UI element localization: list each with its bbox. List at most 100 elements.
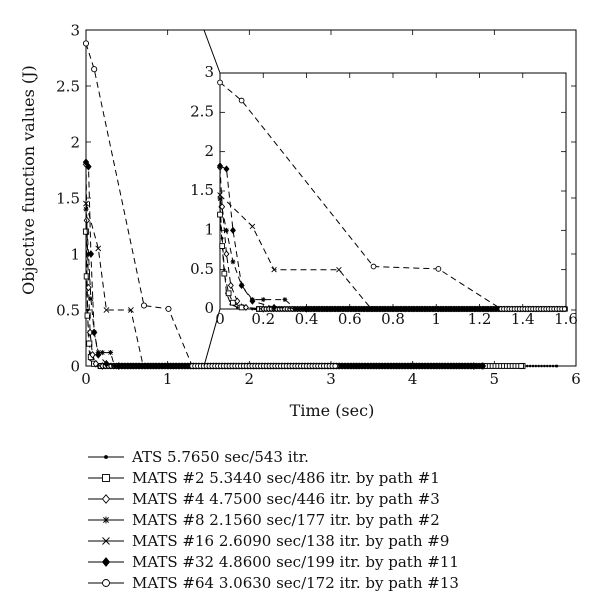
chart-figure: 0 1 2 3 4 5 6 0 0.5 1 1.5 2 2.5 3 0 0.2 0.4 0.6 0.8 1 1.2 1.… (19, 21, 581, 420)
series-marker (112, 363, 117, 369)
x-tick-label: 2 (245, 370, 255, 388)
series-marker (528, 364, 532, 368)
series-marker (223, 165, 230, 173)
series-marker (225, 290, 232, 297)
legend-symbol (102, 536, 110, 545)
chart-legend: ATS 5.7650 sec/543 itr. MATS #2 5.3440 s… (86, 446, 566, 593)
x-tick-label: 0 (81, 370, 91, 388)
series-marker (217, 211, 223, 218)
x-axis-label: Time (sec) (290, 401, 375, 420)
series-marker (217, 162, 223, 170)
legend-label: MATS #8 2.1560 sec/177 itr. by path #2 (132, 510, 440, 529)
x-tick-label: 0.6 (338, 310, 362, 328)
x-tick-label: 1.4 (511, 310, 535, 328)
series-marker (235, 306, 239, 309)
series-marker (223, 250, 230, 258)
x-tick-label: 4 (408, 370, 418, 388)
legend-label: MATS #16 2.6090 sec/138 itr. by path #9 (132, 531, 450, 550)
series-marker (435, 266, 442, 272)
y-tick-label: 0.5 (190, 260, 214, 278)
series-marker (221, 270, 228, 277)
legend-symbol (101, 556, 111, 567)
legend-marker-square (88, 473, 124, 482)
y-tick-label: 3 (204, 63, 214, 81)
series-marker (140, 302, 148, 309)
legend-marker-cross (88, 536, 124, 545)
y-tick-label: 1.5 (190, 181, 214, 199)
series-marker (89, 350, 96, 359)
series-marker (84, 312, 91, 319)
legend-symbol (101, 493, 111, 504)
series-marker (85, 162, 92, 171)
series-marker (99, 349, 105, 356)
series-marker (229, 226, 236, 234)
y-tick-label: 1 (204, 221, 214, 239)
x-tick-label: 6 (571, 370, 581, 388)
series-line (219, 165, 566, 310)
series-marker (165, 305, 172, 312)
series-marker (219, 243, 226, 249)
series-line (85, 231, 523, 367)
legend-item: MATS #8 2.1560 sec/177 itr. by path #2 (86, 509, 566, 530)
zoom-connector-line (203, 29, 221, 74)
series-marker (561, 306, 568, 312)
x-tick-label: 0 (215, 310, 225, 328)
legend-marker-circle (88, 578, 124, 587)
series-marker (238, 97, 245, 104)
series-marker (551, 364, 555, 368)
x-tick-label: 1 (163, 370, 173, 388)
x-tick-label: 1 (431, 310, 441, 328)
series-marker (227, 281, 234, 289)
y-tick-label: 1 (70, 245, 80, 263)
series-marker (238, 281, 245, 289)
series-marker (217, 196, 223, 202)
series-marker (85, 283, 92, 292)
series-marker (230, 299, 236, 306)
series-line (219, 206, 566, 310)
legend-symbol (102, 516, 110, 523)
series-marker (95, 245, 102, 252)
series-marker (271, 303, 278, 312)
y-tick-label: 1.5 (56, 189, 80, 207)
y-tick-label: 2.5 (56, 77, 80, 95)
y-tick-label: 2 (204, 142, 214, 160)
series-marker (83, 273, 90, 280)
series-marker (242, 303, 249, 312)
legend-marker-filled-diamond (88, 556, 124, 567)
series-marker (224, 227, 229, 233)
series-marker (87, 250, 95, 258)
series-marker (91, 66, 98, 73)
legend-label: ATS 5.7650 sec/543 itr. (132, 447, 309, 466)
series-marker (234, 297, 241, 305)
legend-label: MATS #4 4.7500 sec/446 itr. by path #3 (132, 489, 440, 508)
series-marker (478, 362, 485, 370)
inset-plot: 0 0.2 0.4 0.6 0.8 1 1.2 1.4 1.6 0 0.5 1 1.5 2 2.5 3 (190, 29, 578, 367)
series-marker (83, 206, 89, 212)
y-tick-label: 2 (70, 133, 80, 151)
legend-item: MATS #16 2.6090 sec/138 itr. by path #9 (86, 530, 566, 551)
series-marker (92, 359, 99, 368)
legend-symbol (102, 578, 110, 587)
x-tick-label: 1.2 (468, 310, 492, 328)
series-line (85, 203, 300, 367)
series-marker (103, 307, 110, 313)
series-marker (88, 296, 94, 302)
series-marker (230, 259, 236, 265)
series-marker (249, 297, 256, 305)
legend-label: MATS #32 4.8600 sec/199 itr. by path #11 (132, 552, 459, 571)
legend-marker-diamond (88, 493, 124, 504)
legend-marker-dot (88, 454, 124, 459)
series-line (85, 161, 483, 367)
series-marker (90, 328, 98, 337)
legend-item: MATS #4 4.7500 sec/446 itr. by path #3 (86, 488, 566, 509)
series-marker (293, 306, 298, 312)
series-marker (548, 364, 552, 368)
x-tick-label: 1.6 (554, 310, 578, 328)
series-marker (525, 364, 529, 368)
series-line (219, 214, 566, 310)
series-marker (332, 363, 338, 369)
series-marker (534, 364, 538, 368)
series-line (85, 43, 337, 367)
series-marker (82, 158, 90, 166)
legend-item: MATS #32 4.8600 sec/199 itr. by path #11 (86, 551, 566, 572)
